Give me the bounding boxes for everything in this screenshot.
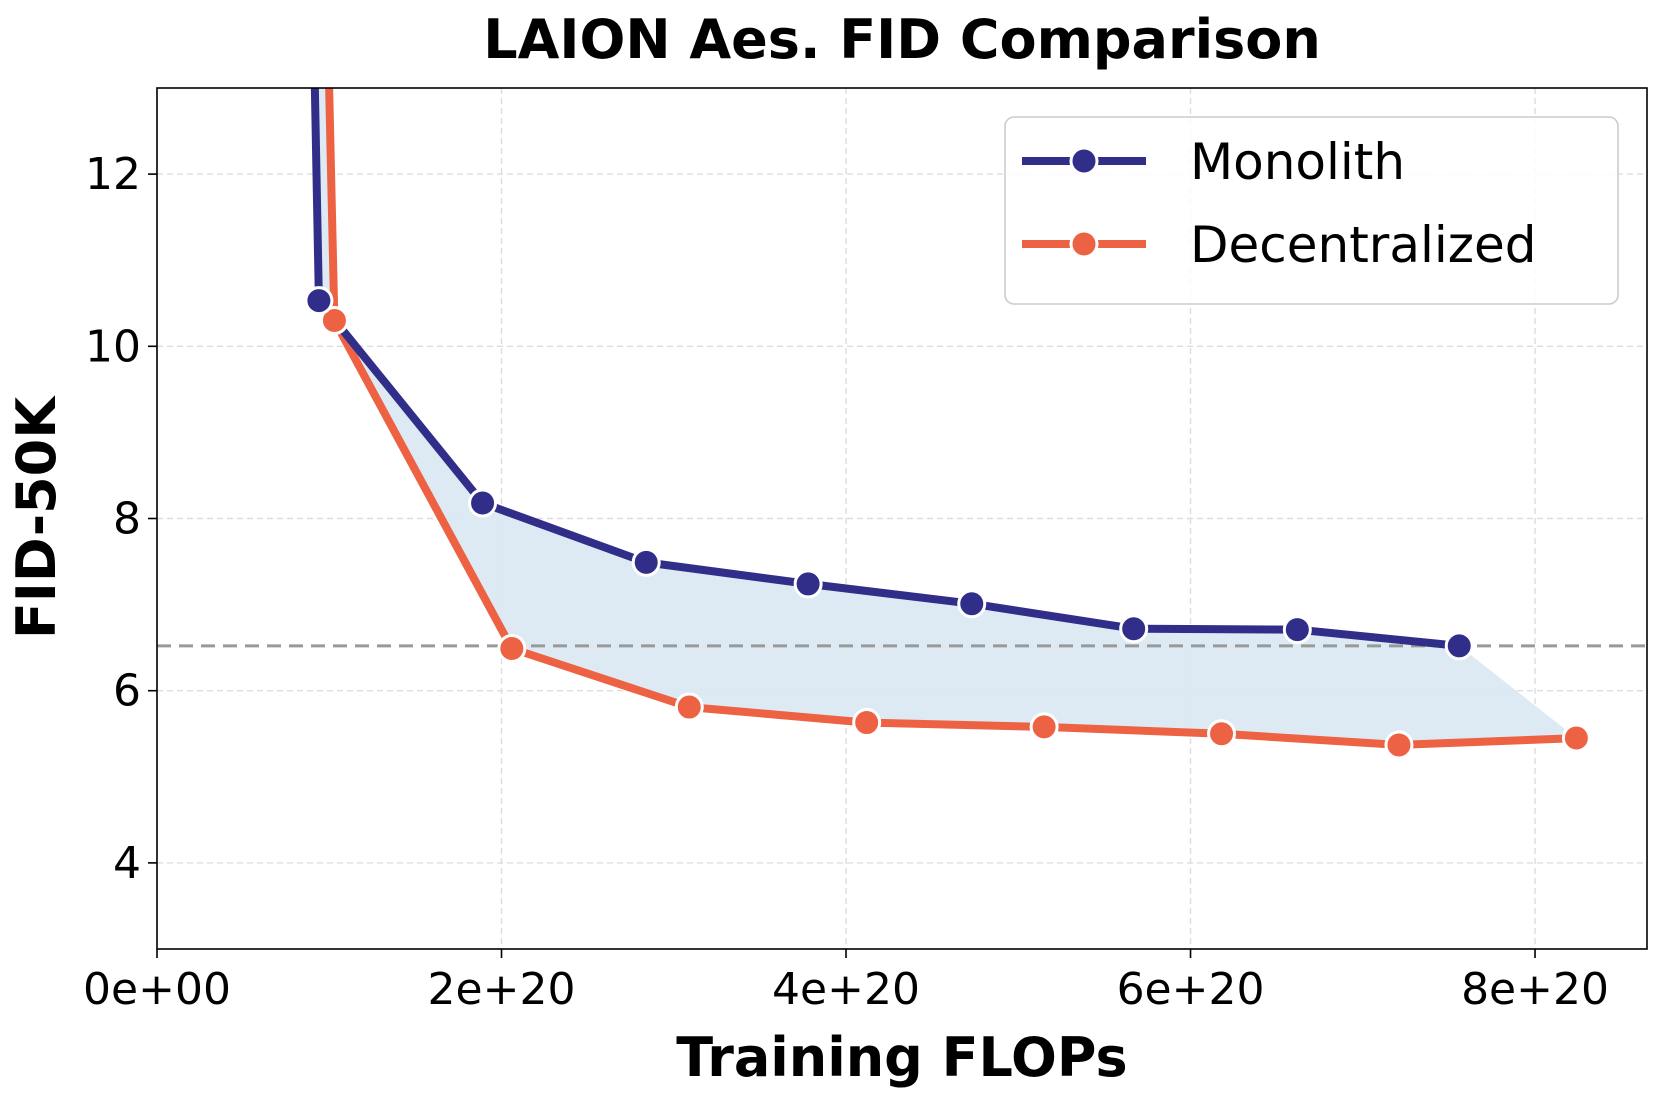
data-point-monolith bbox=[631, 547, 661, 577]
y-tick-label: 4 bbox=[113, 838, 141, 889]
y-axis-label: FID-50K bbox=[5, 395, 68, 639]
data-point-decentralized bbox=[1561, 723, 1591, 753]
legend-label-monolith: Monolith bbox=[1190, 133, 1405, 191]
data-point-monolith bbox=[304, 286, 334, 316]
chart-title: LAION Aes. FID Comparison bbox=[483, 8, 1321, 71]
legend-marker-decentralized bbox=[1069, 229, 1099, 259]
y-tick-label: 10 bbox=[85, 321, 141, 372]
y-tick-label: 12 bbox=[85, 149, 141, 200]
shaded-region-layer bbox=[314, 88, 1577, 745]
legend-marker-monolith bbox=[1069, 146, 1099, 176]
data-point-decentralized bbox=[319, 305, 349, 335]
y-tick-label: 8 bbox=[113, 494, 141, 545]
data-point-monolith bbox=[957, 589, 987, 619]
y-axis-ticks: 4 6 8 10 12 bbox=[85, 149, 157, 889]
series-points bbox=[304, 286, 1591, 760]
shaded-region bbox=[314, 88, 1577, 745]
data-point-decentralized bbox=[1384, 730, 1414, 760]
data-point-monolith bbox=[1444, 631, 1474, 661]
legend-label-decentralized: Decentralized bbox=[1190, 216, 1537, 274]
data-point-decentralized bbox=[852, 708, 882, 738]
x-axis-ticks: 0e+00 2e+20 4e+20 6e+20 8e+20 bbox=[83, 949, 1609, 1015]
data-point-decentralized bbox=[674, 692, 704, 722]
legend-frame bbox=[1004, 116, 1619, 305]
data-point-monolith bbox=[468, 488, 498, 518]
x-tick-label: 8e+20 bbox=[1461, 964, 1609, 1015]
data-point-decentralized bbox=[1029, 712, 1059, 742]
data-point-decentralized bbox=[497, 634, 527, 664]
x-axis-label: Training FLOPs bbox=[676, 1026, 1127, 1089]
data-point-monolith bbox=[1119, 614, 1149, 644]
x-tick-label: 6e+20 bbox=[1117, 964, 1265, 1015]
data-point-decentralized bbox=[1207, 719, 1237, 749]
x-tick-label: 0e+00 bbox=[83, 964, 231, 1015]
legend: Monolith Decentralized bbox=[1004, 116, 1619, 305]
data-point-monolith bbox=[1282, 615, 1312, 645]
x-tick-label: 4e+20 bbox=[772, 964, 920, 1015]
x-tick-label: 2e+20 bbox=[428, 964, 576, 1015]
data-point-monolith bbox=[793, 569, 823, 599]
y-tick-label: 6 bbox=[113, 666, 141, 717]
